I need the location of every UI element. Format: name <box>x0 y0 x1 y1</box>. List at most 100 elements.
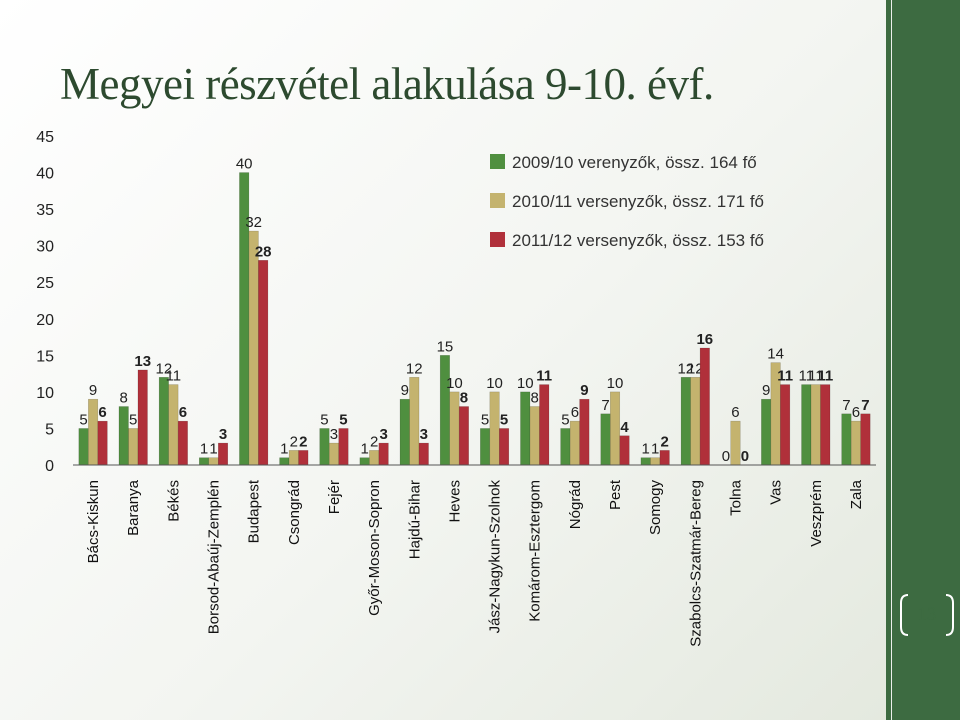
bar <box>699 347 710 466</box>
data-label: 5 <box>481 411 489 428</box>
bar <box>208 457 219 466</box>
y-tick-label: 10 <box>36 385 54 402</box>
y-tick-label: 0 <box>45 458 54 475</box>
category-label: Hajdú-Bihar <box>406 480 423 559</box>
data-label: 7 <box>861 397 869 414</box>
data-label: 5 <box>79 411 87 428</box>
data-label: 12 <box>156 360 173 377</box>
bar <box>801 384 812 466</box>
bar-chart: 0510152025303540455812140151915510571120… <box>36 129 876 647</box>
data-label: 16 <box>696 331 713 348</box>
bar <box>97 420 108 466</box>
category-label: Veszprém <box>808 480 825 547</box>
data-label: 5 <box>129 411 137 428</box>
data-label: 1 <box>642 441 650 458</box>
page-number-badge <box>900 594 954 636</box>
y-tick-label: 40 <box>36 166 54 183</box>
bar <box>480 428 491 466</box>
legend-label: 2011/12 versenyzők, össz. 153 fő <box>512 231 764 250</box>
category-label: Borsod-Abaúj-Zemplén <box>206 480 223 634</box>
data-label: 0 <box>741 448 749 465</box>
bar <box>780 384 791 466</box>
data-label: 6 <box>98 404 106 421</box>
data-label: 2 <box>290 433 298 450</box>
decorative-side-band <box>886 0 960 720</box>
category-label: Zala <box>848 479 865 509</box>
data-label: 12 <box>406 360 423 377</box>
data-label: 10 <box>607 375 624 392</box>
bar <box>279 457 290 466</box>
data-label: 9 <box>89 382 97 399</box>
bar <box>449 391 460 466</box>
data-label: 11 <box>808 368 824 385</box>
data-label: 11 <box>166 368 182 385</box>
data-label: 3 <box>379 426 387 443</box>
page-title: Megyei részvétel alakulása 9-10. évf. <box>60 59 714 109</box>
bar <box>458 406 469 466</box>
data-label: 11 <box>777 368 793 385</box>
data-label: 2 <box>370 433 378 450</box>
data-label: 14 <box>767 346 784 363</box>
bar <box>600 413 611 466</box>
y-tick-label: 25 <box>36 275 54 292</box>
data-label: 6 <box>731 404 739 421</box>
bar <box>199 457 210 466</box>
data-label: 1 <box>651 441 659 458</box>
bar <box>439 355 450 466</box>
data-label: 8 <box>531 390 539 407</box>
data-label: 9 <box>580 382 588 399</box>
data-label: 9 <box>401 382 409 399</box>
data-label: 2 <box>299 433 307 450</box>
category-label: Budapest <box>246 479 263 543</box>
y-tick-label: 5 <box>45 421 54 438</box>
bar <box>248 230 259 466</box>
bar <box>680 377 691 466</box>
bar <box>810 384 821 466</box>
bar <box>730 420 741 466</box>
data-label: 4 <box>620 419 629 436</box>
bar <box>761 398 772 466</box>
data-label: 1 <box>360 441 368 458</box>
y-tick-label: 45 <box>36 129 54 146</box>
bar <box>640 457 651 466</box>
data-label: 10 <box>446 375 463 392</box>
y-tick-label: 35 <box>36 202 54 219</box>
data-label: 6 <box>852 404 860 421</box>
category-label: Csongrád <box>286 480 303 545</box>
data-label: 5 <box>320 411 328 428</box>
data-label: 6 <box>571 404 579 421</box>
data-label: 12 <box>677 360 694 377</box>
bar <box>158 377 169 466</box>
bar <box>319 428 330 466</box>
data-label: 11 <box>798 368 814 385</box>
bar <box>560 428 571 466</box>
bar <box>378 442 389 466</box>
y-tick-label: 20 <box>36 312 54 329</box>
bar <box>399 398 410 466</box>
bar <box>258 260 269 466</box>
legend-label: 2009/10 verenyzők, össz. 164 fő <box>512 153 757 172</box>
bar <box>860 413 871 466</box>
bar <box>579 398 590 466</box>
y-tick-label: 15 <box>36 348 54 365</box>
side-band-divider <box>891 0 892 720</box>
data-label: 0 <box>722 448 730 465</box>
bar <box>118 406 129 466</box>
data-label: 10 <box>517 375 534 392</box>
data-label: 10 <box>486 375 503 392</box>
data-label: 5 <box>339 411 347 428</box>
bar <box>328 442 339 466</box>
data-label: 1 <box>280 441 288 458</box>
bar <box>409 377 420 466</box>
bar <box>489 391 500 466</box>
bar <box>128 428 139 466</box>
bar <box>288 450 299 466</box>
bar <box>338 428 349 466</box>
data-label: 8 <box>120 390 128 407</box>
category-label: Komárom-Esztergom <box>527 480 544 622</box>
data-label: 5 <box>561 411 569 428</box>
category-label: Fejér <box>326 480 343 514</box>
data-label: 11 <box>817 368 833 385</box>
legend-label: 2010/11 versenyzők, össz. 171 fő <box>512 192 764 211</box>
data-label: 2 <box>661 433 669 450</box>
